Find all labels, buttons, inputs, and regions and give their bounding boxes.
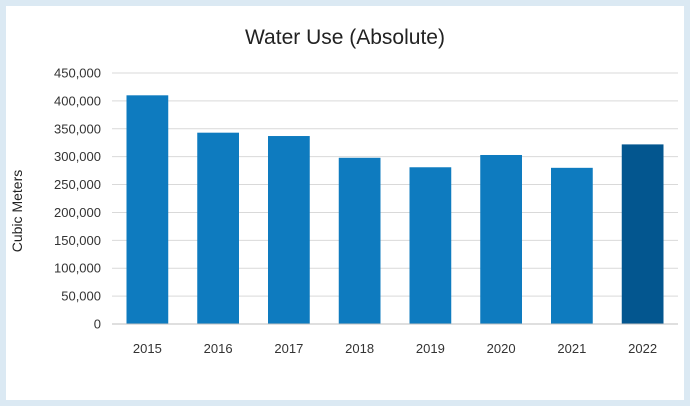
bar-2015 [126,95,169,324]
x-tick-label: 2020 [487,341,516,356]
x-tick-label: 2018 [345,341,374,356]
y-tick-label: 200,000 [54,205,101,220]
chart-title: Water Use (Absolute) [245,26,445,49]
x-tick-label: 2022 [628,341,657,356]
y-tick-label: 400,000 [54,93,101,108]
chart-frame: Water Use (Absolute) Cubic Meters 0 50,00… [6,6,684,400]
bar-2020 [480,154,522,324]
x-tick-label: 2021 [557,341,586,356]
bar-2021 [551,167,593,324]
bar-2019 [409,167,452,324]
x-tick-label: 2017 [274,341,303,356]
x-tick-label: 2019 [416,341,445,356]
bar-2017 [268,136,310,324]
x-tick-label: 2016 [204,341,233,356]
y-tick-label: 50,000 [61,289,101,304]
x-tick-label: 2015 [133,341,162,356]
bar-2018 [338,157,381,324]
y-tick-label: 300,000 [54,149,101,164]
y-tick-label: 100,000 [54,261,101,276]
y-tick-label: 0 [94,317,101,332]
y-tick-label: 450,000 [54,66,101,81]
bar-2022 [621,144,664,324]
bar-2016 [197,132,239,324]
y-tick-label: 150,000 [54,233,101,248]
y-tick-label: 250,000 [54,177,101,192]
y-tick-label: 350,000 [54,121,101,136]
bar-chart-plot: 0 50,000 100,000 150,000 200,000 250,000 300,0… [54,66,678,356]
